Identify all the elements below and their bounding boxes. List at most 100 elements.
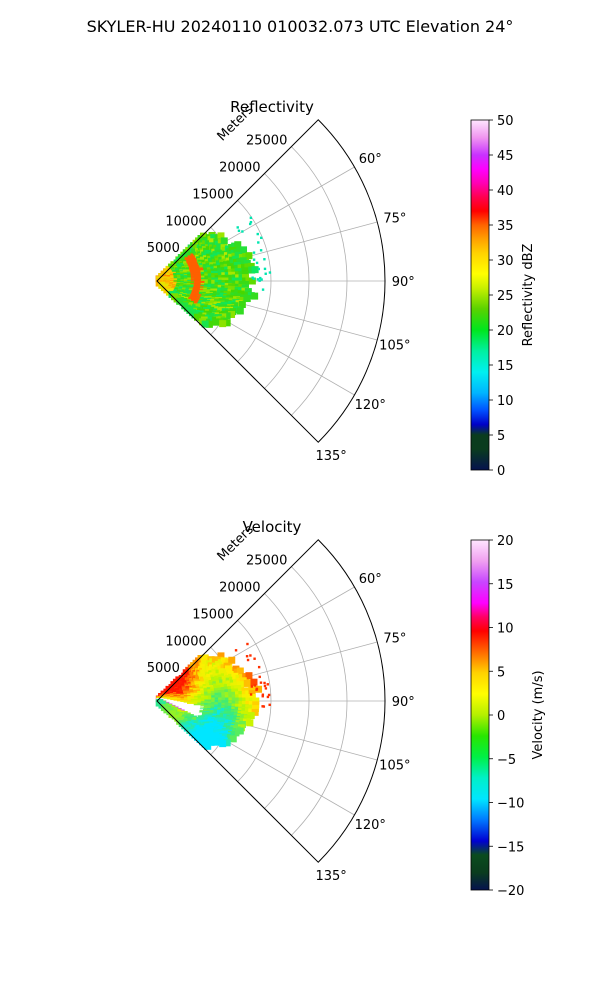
- radar-speckle: [260, 278, 263, 281]
- radar-speckle: [248, 222, 252, 226]
- radar-gate: [239, 257, 247, 265]
- velocity-panel: Velocity 60° 75° 90° 105° 120° 135° 5000 10000 1…: [147, 518, 546, 899]
- radar-gate: [201, 320, 209, 328]
- radar-gate: [229, 735, 237, 743]
- colorbar-tick-label: 20: [497, 324, 514, 339]
- radar-speckle: [249, 216, 253, 220]
- radar-speckle: [249, 220, 253, 224]
- radar-gate: [223, 739, 231, 747]
- radar-gate: [216, 243, 224, 251]
- azimuth-tick-label: 60°: [359, 572, 382, 587]
- colorbar-tick-label: −5: [497, 753, 516, 768]
- colorbar-tick-label: 15: [497, 359, 514, 374]
- radar-gate: [252, 697, 260, 705]
- radar-speckle: [259, 276, 262, 280]
- radar-gate: [245, 252, 253, 260]
- radar-returns: [155, 216, 272, 328]
- radar-speckle: [246, 642, 249, 646]
- radar-speckle: [258, 675, 261, 679]
- radar-gate: [238, 301, 246, 309]
- colorbar-tick-label: 40: [497, 184, 514, 199]
- radar-gate: [252, 701, 260, 709]
- azimuth-tick-label: 90°: [392, 275, 415, 290]
- radar-gate: [228, 310, 236, 318]
- radar-gate: [211, 656, 219, 664]
- range-tick-label: 10000: [165, 634, 206, 649]
- sector-outline: [156, 119, 386, 443]
- radar-speckle: [263, 267, 267, 271]
- radar-gate: [234, 241, 242, 249]
- radar-speckle: [261, 693, 265, 696]
- radar-gate: [201, 654, 209, 662]
- radar-gate: [207, 738, 215, 746]
- velocity-colorbar: Velocity (m/s) −20 −15 −10 −5 0 5 10 15 20: [470, 534, 546, 899]
- colorbar-tick-label: 50: [497, 114, 514, 129]
- colorbar-tick-label: 35: [497, 219, 514, 234]
- radar-gate: [237, 290, 245, 298]
- radar-gate: [247, 712, 255, 720]
- radar-speckle: [255, 687, 259, 691]
- radar-speckle: [268, 703, 271, 707]
- radar-gate: [210, 234, 218, 242]
- radar-gate: [223, 312, 231, 320]
- radar-gate: [236, 307, 244, 315]
- radar-gate: [168, 710, 176, 718]
- radar-gate: [206, 728, 214, 736]
- radar-gate: [163, 706, 171, 714]
- radar-gate: [211, 738, 219, 746]
- radar-gate: [209, 238, 217, 246]
- colorbar-tick-label: −15: [497, 840, 524, 855]
- radar-speckle: [256, 278, 259, 281]
- radar-gate: [240, 246, 248, 254]
- radar-gate: [234, 251, 242, 259]
- azimuth-tick-label: 60°: [359, 152, 382, 167]
- radar-gate: [251, 708, 259, 716]
- colorbar-tick-label: −20: [497, 884, 524, 899]
- radar-gate: [247, 262, 255, 270]
- radar-speckle: [252, 258, 256, 261]
- colorbar-tick-label: 5: [497, 665, 505, 680]
- radar-speckle: [263, 684, 267, 688]
- range-tick-label: 25000: [246, 554, 287, 569]
- radar-gate: [200, 279, 208, 287]
- colorbar-tick-label: 45: [497, 149, 514, 164]
- radar-speckle: [268, 271, 272, 274]
- radar-gate: [205, 320, 213, 328]
- reflectivity-colorbar-gradient: [470, 119, 490, 471]
- sector-outline: [156, 539, 386, 863]
- radar-gate: [232, 729, 240, 737]
- radar-gate: [219, 320, 227, 328]
- colorbar-tick-label: 25: [497, 289, 514, 304]
- radar-gate: [255, 685, 263, 693]
- colorbar-tick-label: 10: [497, 394, 514, 409]
- radar-gate: [217, 232, 225, 240]
- azimuth-tick-label: 135°: [315, 449, 346, 464]
- radar-gate: [219, 250, 227, 258]
- radar-speckle: [234, 649, 238, 652]
- radar-speckle: [267, 693, 271, 697]
- radar-gate: [239, 677, 247, 685]
- radar-speckle: [249, 693, 253, 696]
- radar-gate: [245, 672, 253, 680]
- colorbar-tick-label: 30: [497, 254, 514, 269]
- range-tick-label: 10000: [165, 214, 206, 229]
- colorbar-tick-label: 5: [497, 429, 505, 444]
- radar-speckle: [250, 685, 254, 688]
- panel-title-reflectivity: Reflectivity: [230, 98, 314, 116]
- radar-gate: [202, 660, 210, 668]
- azimuth-tick-label: 105°: [379, 759, 410, 774]
- range-tick-label: 25000: [246, 134, 287, 149]
- radar-speckle: [257, 665, 261, 669]
- radar-gate: [243, 295, 251, 303]
- radar-gate: [237, 681, 245, 689]
- radar-gate: [248, 686, 256, 694]
- radar-gate: [250, 678, 258, 686]
- azimuth-tick-label: 105°: [379, 339, 410, 354]
- radar-speckle: [258, 279, 261, 282]
- colorbar-tick-label: −10: [497, 797, 524, 812]
- colorbar-tick-label: 10: [497, 622, 514, 637]
- radar-gate: [194, 313, 202, 321]
- radar-speckle: [261, 705, 264, 708]
- reflectivity-colorbar-label: Reflectivity dBZ: [521, 244, 536, 347]
- radar-speckle: [256, 232, 259, 236]
